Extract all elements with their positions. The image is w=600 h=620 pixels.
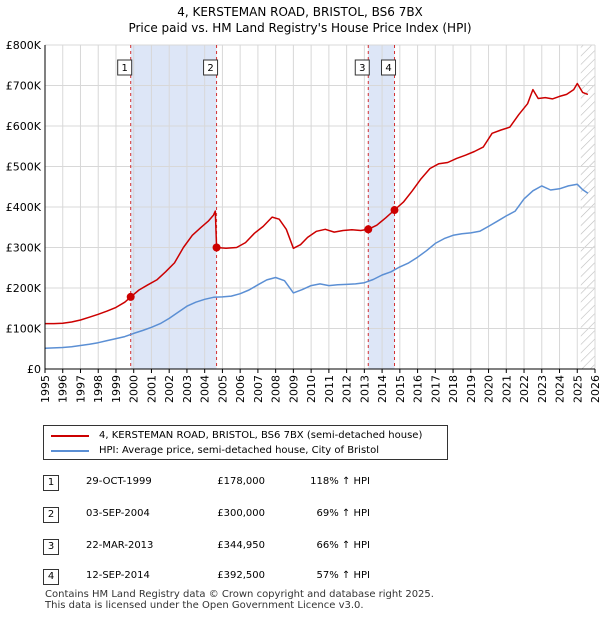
sale-label-number: 1 <box>122 63 128 74</box>
sale-label-number: 2 <box>207 63 213 74</box>
sale-date: 12-SEP-2014 <box>86 570 150 581</box>
sale-price: £178,000 <box>217 476 265 487</box>
sale-date: 03-SEP-2004 <box>86 508 150 519</box>
hpi-series-line <box>44 183 589 350</box>
sale-row: 2 03-SEP-2004 £300,000 69% ↑ HPI <box>0 505 600 527</box>
sale-price: £344,950 <box>217 540 265 551</box>
sale-label-box <box>117 59 133 76</box>
x-tick-label: 2002 <box>163 375 176 403</box>
sale-point <box>212 243 221 252</box>
x-tick-label: 2019 <box>465 375 478 403</box>
axes-layer: £0 £100K £200K £300K £400K £500K £600K £700K £80… <box>6 39 600 403</box>
x-tick-label: 1998 <box>92 375 105 403</box>
legend-swatch-property <box>51 435 89 437</box>
x-tick-label: 2014 <box>376 375 389 403</box>
x-tick-label: 2018 <box>447 375 460 403</box>
legend-swatch-hpi <box>51 450 89 452</box>
sale-point <box>390 206 399 215</box>
y-tick-label: £400K <box>6 201 42 214</box>
y-tick-label: £500K <box>6 161 42 174</box>
x-tick-label: 2012 <box>341 375 354 403</box>
property-series-line <box>45 82 589 325</box>
y-tick-label: £300K <box>6 242 42 255</box>
sale-point <box>364 225 373 234</box>
y-tick-label: £800K <box>6 39 42 52</box>
x-tick-label: 2016 <box>412 375 425 403</box>
x-tick-label: 2000 <box>128 375 141 403</box>
x-tick-label: 2001 <box>145 375 158 403</box>
sale-label-box <box>203 59 219 76</box>
x-tick-label: 2003 <box>181 375 194 403</box>
sale-row: 4 12-SEP-2014 £392,500 57% ↑ HPI <box>0 567 600 589</box>
y-tick-label: £200K <box>6 282 42 295</box>
sale-label-number: 4 <box>385 63 391 74</box>
sale-hpi-change: 66% ↑ HPI <box>316 540 370 551</box>
x-tick-label: 2025 <box>571 375 584 403</box>
x-tick-label: 2017 <box>429 375 442 403</box>
x-tick-label: 1999 <box>110 375 123 403</box>
x-tick-label: 1997 <box>74 375 87 403</box>
sale-marker-lines-layer <box>130 45 396 369</box>
legend: 4, KERSTEMAN ROAD, BRISTOL, BS6 7BX (sem… <box>43 425 448 460</box>
sale-hpi-change: 57% ↑ HPI <box>316 570 370 581</box>
chart-title-line2: Price paid vs. HM Land Registry's House … <box>128 21 471 35</box>
x-tick-label: 1995 <box>39 375 52 403</box>
chart-title-line1: 4, KERSTEMAN ROAD, BRISTOL, BS6 7BX <box>177 5 423 19</box>
sale-hpi-change: 118% ↑ HPI <box>310 476 370 487</box>
x-tick-label: 2021 <box>500 375 513 403</box>
sale-date: 29-OCT-1999 <box>86 476 152 487</box>
x-tick-label: 2009 <box>287 375 300 403</box>
sale-label-box <box>354 59 370 76</box>
sale-points-layer <box>126 206 399 301</box>
x-tick-label: 2011 <box>323 375 336 403</box>
sale-number-badge: 3 <box>43 539 59 555</box>
sale-row: 3 22-MAR-2013 £344,950 66% ↑ HPI <box>0 537 600 559</box>
x-tick-label: 2026 <box>589 375 600 403</box>
x-tick-label: 2006 <box>234 375 247 403</box>
sale-number-badge: 1 <box>43 475 59 491</box>
sale-date: 22-MAR-2013 <box>86 540 154 551</box>
sale-label-number: 3 <box>359 63 365 74</box>
y-tick-label: £0 <box>27 363 41 376</box>
x-tick-label: 2024 <box>554 375 567 403</box>
x-tick-label: 2007 <box>252 375 265 403</box>
x-tick-label: 1996 <box>57 375 70 403</box>
y-tick-label: £700K <box>6 80 42 93</box>
footer-copyright: Contains HM Land Registry data © Crown c… <box>45 589 434 600</box>
x-tick-label: 2022 <box>518 375 531 403</box>
series-layer <box>44 82 589 350</box>
footer: Contains HM Land Registry data © Crown c… <box>45 589 434 611</box>
x-tick-label: 2013 <box>358 375 371 403</box>
x-tick-label: 2008 <box>270 375 283 403</box>
x-tick-label: 2005 <box>216 375 229 403</box>
x-tick-label: 2015 <box>394 375 407 403</box>
sale-number-badge: 2 <box>43 507 59 523</box>
sale-label-box <box>381 59 397 76</box>
footer-license: This data is licensed under the Open Gov… <box>45 600 364 611</box>
y-tick-label: £600K <box>6 120 42 133</box>
x-tick-label: 2020 <box>483 375 496 403</box>
x-tick-label: 2010 <box>305 375 318 403</box>
x-tick-label: 2004 <box>199 375 212 403</box>
sale-number-badge: 4 <box>43 569 59 585</box>
legend-label-hpi: HPI: Average price, semi-detached house,… <box>99 445 379 456</box>
sale-point <box>126 292 135 301</box>
sale-price: £300,000 <box>217 508 265 519</box>
sale-hpi-change: 69% ↑ HPI <box>316 508 370 519</box>
sale-row: 1 29-OCT-1999 £178,000 118% ↑ HPI <box>0 473 600 495</box>
sale-price: £392,500 <box>217 570 265 581</box>
legend-label-property: 4, KERSTEMAN ROAD, BRISTOL, BS6 7BX (sem… <box>99 430 423 441</box>
sale-labels-layer: 1 2 3 4 <box>117 59 397 76</box>
x-tick-label: 2023 <box>536 375 549 403</box>
y-tick-label: £100K <box>6 323 42 336</box>
